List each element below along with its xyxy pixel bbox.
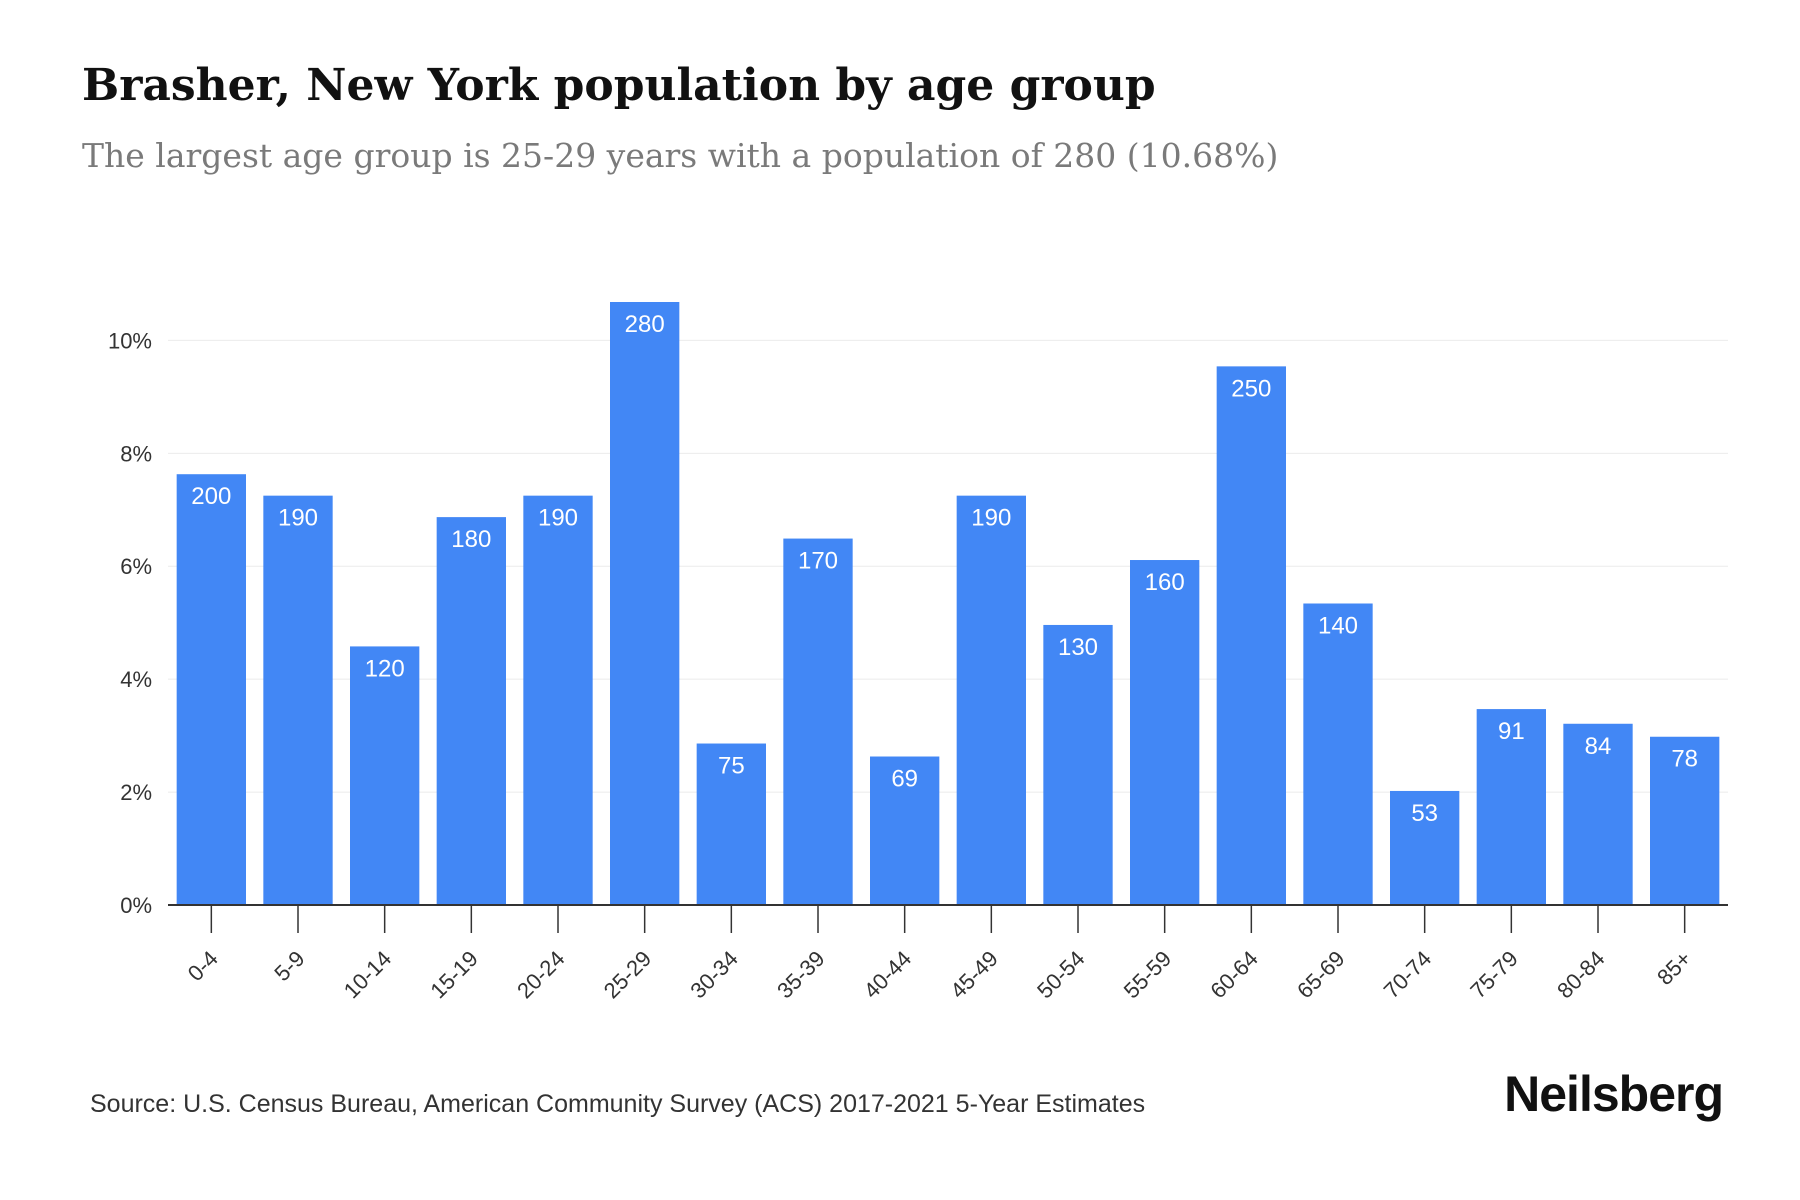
x-tick-label: 80-84 [1552,946,1609,1003]
x-tick-label: 85+ [1652,946,1696,990]
source-note: Source: U.S. Census Bureau, American Com… [90,1090,1146,1118]
x-tick-label: 75-79 [1465,946,1522,1003]
bar-value-label: 280 [625,311,665,338]
x-tick-label: 10-14 [339,946,396,1003]
bar [610,302,680,905]
bar [523,495,593,905]
bar-value-label: 75 [718,753,745,780]
bar-value-label: 190 [971,505,1011,532]
y-tick-label: 6% [120,554,152,579]
bar [176,474,246,905]
bar-value-label: 91 [1498,718,1525,745]
bar [350,646,420,905]
bar-value-label: 180 [451,526,491,553]
bar-value-label: 160 [1145,569,1185,596]
chart-subtitle: The largest age group is 25-29 years wit… [82,136,1279,175]
bar [783,538,853,905]
bar-value-label: 190 [538,505,578,532]
x-tick-label: 35-39 [772,946,829,1003]
brand-logo: Neilsberg [1504,1066,1724,1122]
x-tick-label: 65-69 [1292,946,1349,1003]
x-tick-label: 70-74 [1379,946,1436,1003]
chart-title: Brasher, New York population by age grou… [82,60,1156,111]
bar-value-label: 84 [1585,733,1612,760]
bar-value-label: 120 [365,655,405,682]
x-tick-label: 60-64 [1205,946,1262,1003]
x-tick-label: 55-59 [1119,946,1176,1003]
x-tick-label: 45-49 [945,946,1002,1003]
y-tick-label: 2% [120,780,152,805]
bar-value-label: 78 [1671,746,1698,773]
bar [1043,624,1113,905]
bar-value-label: 200 [191,483,231,510]
x-tick-label: 20-24 [512,946,569,1003]
x-tick-label: 50-54 [1032,946,1089,1003]
y-tick-label: 4% [120,667,152,692]
bar [1216,366,1286,905]
bar [1390,790,1460,905]
bar [1303,603,1373,905]
bar-value-label: 130 [1058,634,1098,661]
bar [956,495,1026,905]
bar [1650,736,1720,905]
bar-value-label: 170 [798,548,838,575]
bar [696,743,766,905]
bar-value-label: 69 [891,766,918,793]
x-tick-label: 5-9 [269,946,309,986]
x-tick-label: 25-29 [599,946,656,1003]
y-tick-label: 10% [108,328,152,353]
x-tick-label: 15-19 [425,946,482,1003]
y-tick-label: 8% [120,441,152,466]
bar [436,517,506,905]
bar [263,495,333,905]
bar [1130,560,1200,905]
bar-value-label: 250 [1231,375,1271,402]
x-tick-label: 40-44 [859,946,916,1003]
x-tick-label: 0-4 [183,946,223,986]
bar-value-label: 190 [278,505,318,532]
bar [1476,709,1546,905]
bar [1563,723,1633,905]
bar-value-label: 53 [1411,800,1438,827]
y-tick-label: 0% [120,893,152,918]
bar-value-label: 140 [1318,613,1358,640]
bar [870,756,940,905]
x-tick-label: 30-34 [685,946,742,1003]
